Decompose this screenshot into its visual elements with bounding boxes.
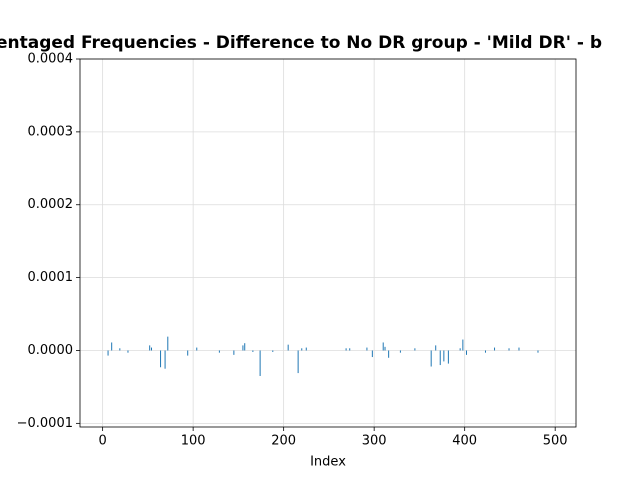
bar	[388, 350, 390, 358]
x-tick-label: 300	[362, 434, 387, 449]
x-tick-label: 500	[543, 434, 568, 449]
bar	[242, 345, 244, 351]
bar	[366, 347, 368, 351]
bar	[149, 345, 151, 351]
bar	[127, 350, 129, 353]
bar	[218, 350, 220, 353]
bar	[167, 336, 169, 351]
bar	[119, 348, 121, 351]
bar	[272, 350, 274, 352]
bar	[233, 350, 235, 355]
chart-title: entaged Frequencies - Difference to No D…	[0, 33, 602, 53]
bar	[384, 346, 386, 351]
bar	[459, 348, 461, 351]
x-tick-label: 0	[98, 434, 106, 449]
x-tick-label: 200	[271, 434, 296, 449]
y-tick-label: 0.0003	[28, 124, 74, 139]
bar	[382, 342, 384, 351]
bar	[518, 347, 520, 351]
bar	[447, 350, 449, 364]
bar	[151, 347, 153, 351]
bar	[297, 350, 299, 374]
bar	[508, 348, 510, 351]
y-tick-label: 0.0002	[28, 197, 74, 212]
bar	[484, 350, 486, 353]
bar	[435, 345, 437, 351]
bar	[443, 350, 445, 362]
bar	[160, 350, 162, 368]
bar	[371, 350, 373, 358]
bar	[107, 350, 109, 356]
bar	[414, 348, 416, 351]
bar	[345, 348, 347, 351]
y-tick-label: −0.0001	[17, 416, 73, 431]
bar	[349, 348, 351, 351]
bar	[259, 350, 261, 376]
bar	[494, 347, 496, 351]
bar	[287, 344, 289, 351]
bar	[305, 347, 307, 351]
bar	[164, 350, 166, 369]
bar	[301, 348, 303, 351]
y-tick-label: 0.0001	[28, 270, 74, 285]
y-tick-label: 0.0004	[28, 52, 74, 67]
x-tick-label: 400	[452, 434, 477, 449]
bar	[537, 350, 539, 353]
x-tick-label: 100	[181, 434, 206, 449]
bar	[462, 339, 464, 351]
bar	[187, 350, 189, 356]
x-axis-label: Index	[310, 455, 346, 470]
bar	[399, 350, 401, 353]
y-tick-label: 0.0000	[28, 343, 74, 358]
bar	[111, 342, 113, 351]
plot-frame	[79, 58, 577, 428]
bar	[196, 347, 198, 351]
bar	[430, 350, 432, 367]
bar	[439, 350, 441, 366]
bar	[465, 350, 467, 355]
bar	[252, 350, 254, 352]
bar	[244, 343, 246, 351]
